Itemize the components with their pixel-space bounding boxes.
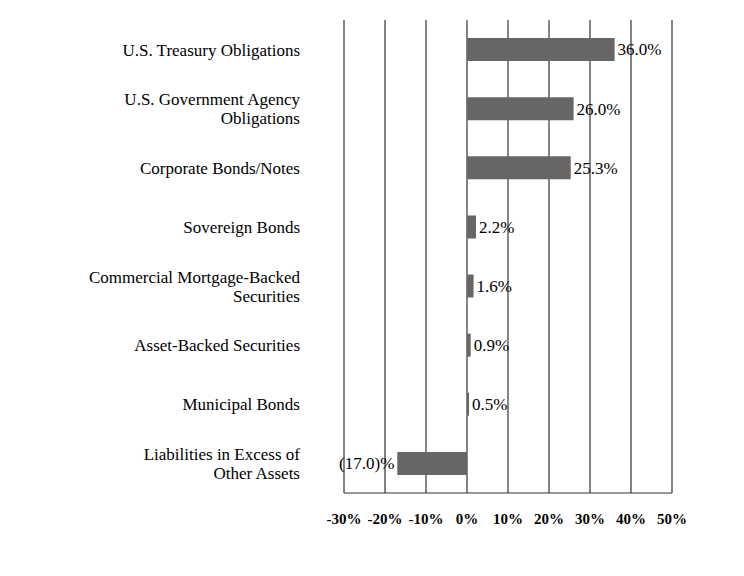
svg-text:10%: 10%	[493, 511, 523, 527]
svg-text:(17.0)%: (17.0)%	[339, 454, 394, 473]
svg-text:2.2%: 2.2%	[479, 218, 514, 237]
svg-text:U.S. Government AgencyObligati: U.S. Government AgencyObligations	[124, 90, 300, 128]
svg-text:36.0%: 36.0%	[618, 40, 662, 59]
svg-text:26.0%: 26.0%	[577, 100, 621, 119]
svg-text:U.S. Treasury Obligations: U.S. Treasury Obligations	[122, 41, 300, 60]
svg-text:1.6%: 1.6%	[477, 277, 512, 296]
svg-text:25.3%: 25.3%	[574, 159, 618, 178]
svg-text:Liabilities in Excess ofOther: Liabilities in Excess ofOther Assets	[144, 445, 301, 483]
svg-text:-20%: -20%	[368, 511, 403, 527]
svg-text:Corporate Bonds/Notes: Corporate Bonds/Notes	[140, 159, 300, 178]
svg-text:0.5%: 0.5%	[472, 395, 507, 414]
svg-text:30%: 30%	[575, 511, 605, 527]
svg-text:20%: 20%	[534, 511, 564, 527]
svg-text:50%: 50%	[657, 511, 687, 527]
svg-text:Asset-Backed Securities: Asset-Backed Securities	[134, 336, 300, 355]
svg-text:40%: 40%	[616, 511, 646, 527]
svg-text:Commercial Mortgage-BackedSecu: Commercial Mortgage-BackedSecurities	[89, 268, 301, 306]
svg-text:Sovereign Bonds: Sovereign Bonds	[183, 218, 300, 237]
svg-text:0.9%: 0.9%	[474, 336, 509, 355]
svg-text:-10%: -10%	[409, 511, 444, 527]
svg-text:-30%: -30%	[327, 511, 362, 527]
svg-text:0%: 0%	[456, 511, 479, 527]
svg-text:Municipal Bonds: Municipal Bonds	[182, 395, 300, 414]
